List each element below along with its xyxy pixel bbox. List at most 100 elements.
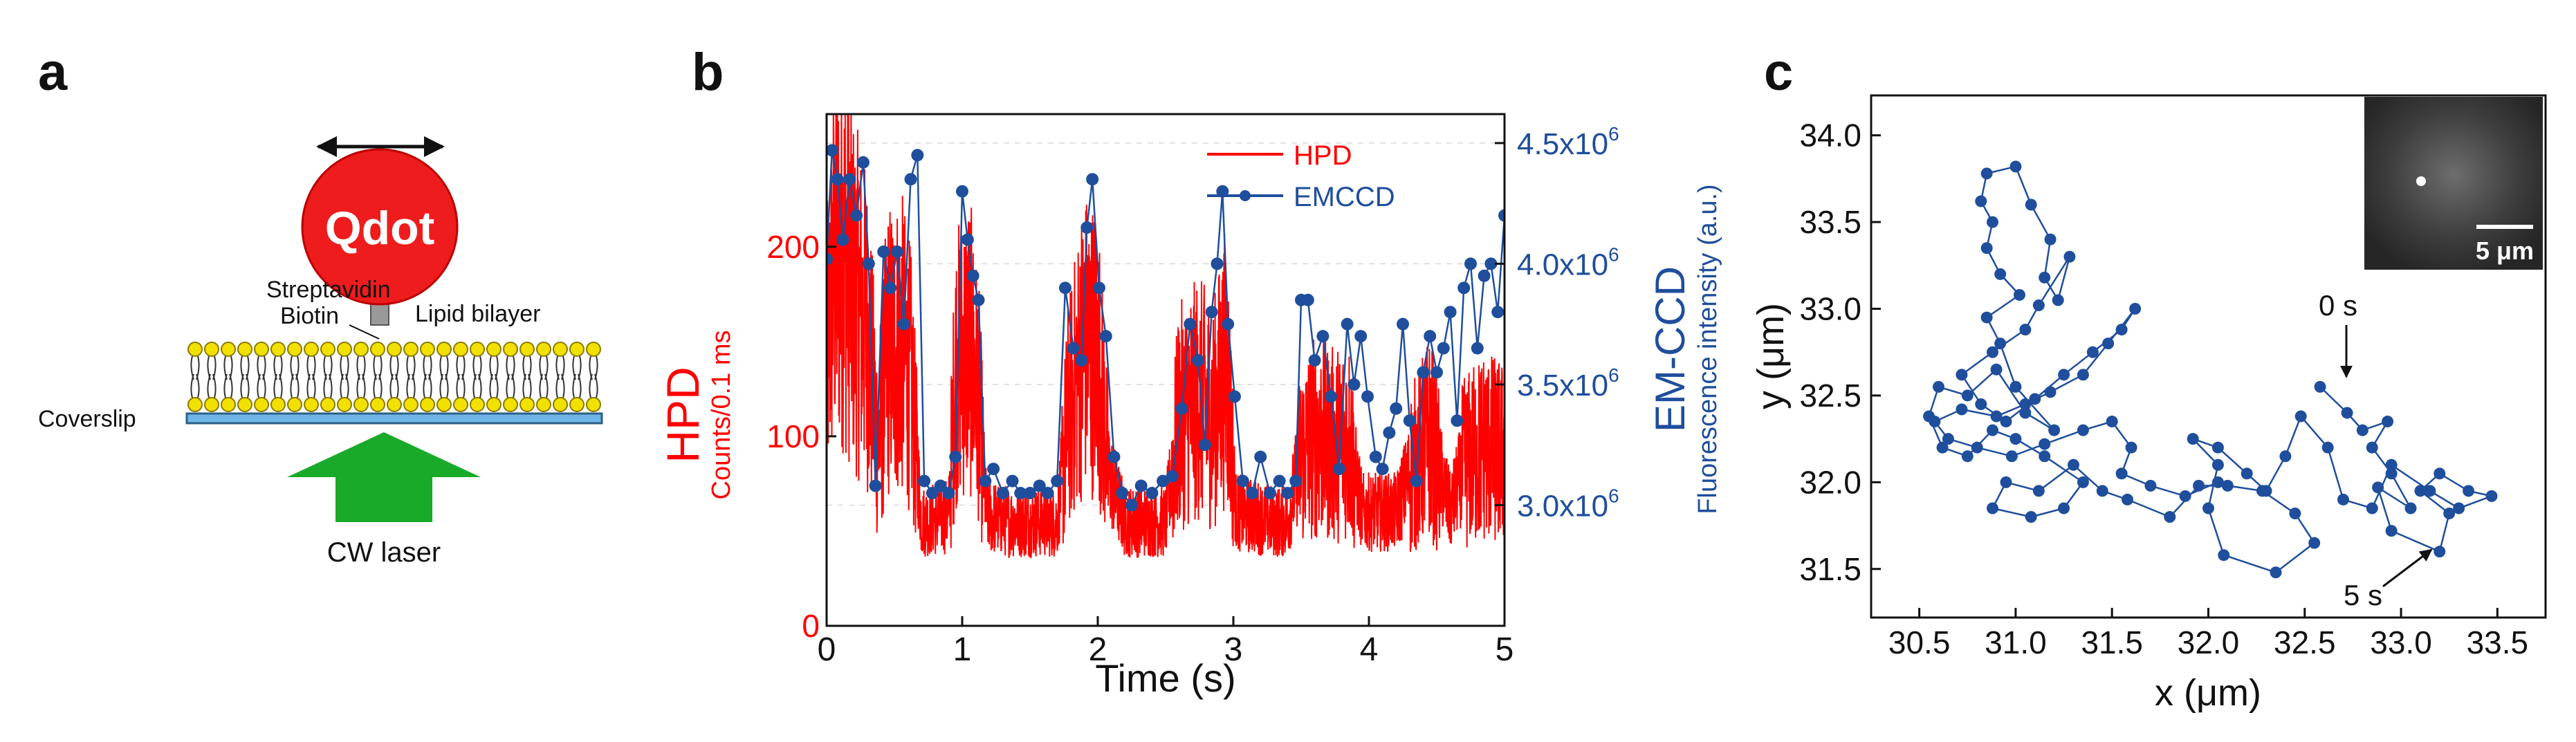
emccd-point [1075,354,1088,367]
emccd-point [843,173,856,186]
lipid-head-top [304,342,319,357]
x-tick-label: 1 [953,631,972,668]
lipid-head-top [453,342,468,357]
lipid-head-top [503,342,518,357]
trajectory-point [2077,476,2089,488]
emccd-point [1451,414,1464,427]
emccd-point [1041,487,1054,500]
y-right-tick-label: 3.5x106 [1517,364,1619,402]
trajectory-point [2202,502,2214,514]
coverslip [185,412,603,425]
trajectory-point [2029,393,2041,405]
emccd-point [827,252,833,266]
x-tick-label: 4 [1360,631,1379,668]
trajectory-point [1942,433,1954,445]
emccd-point [1478,269,1491,282]
lipid-head-top [403,342,418,357]
emccd-point [1383,426,1396,439]
lipid-tails [306,355,316,398]
emccd-series [827,144,1505,512]
trajectory-point [2443,508,2456,520]
emccd-point [831,173,844,186]
emccd-point [856,156,870,169]
trajectory-point [2308,537,2321,549]
emccd-point [1246,487,1259,500]
lipid-tails [223,355,233,398]
trajectory-point [2424,485,2436,497]
emccd-point [1014,487,1027,500]
lipid-head-bottom [320,397,335,412]
trajectory-point [2000,476,2012,488]
emccd-point [1410,474,1423,488]
emccd-point [1289,474,1303,488]
trajectory-point [2385,525,2398,537]
emccd-point [1308,354,1321,367]
y-tick-label: 33.0 [1799,291,1861,327]
trajectory-point [2058,502,2070,514]
trajectory-point [2014,288,2025,301]
panel-b: b 0 1 2 3 4 5 0 100 200 3.0x106 3.5x106 4.0x106 4.5x… [657,43,1722,700]
emccd-point [1107,450,1121,463]
emccd-point [869,479,882,492]
trajectory-point [2122,493,2133,506]
lipid-head-bottom [270,397,286,412]
emccd-point [996,487,1009,500]
trajectory-point [2463,485,2475,497]
lipid-tails [190,355,200,398]
lipid-head-bottom [370,397,385,412]
trajectory-point [2058,369,2070,381]
emccd-point [972,293,985,306]
trajectory-point [2102,337,2115,350]
panel-b-ticks: 0 1 2 3 4 5 0 100 200 3.0x106 3.5x106 4.0x106 4.5x10… [766,123,1619,668]
emccd-point [836,233,849,246]
lipid-tails [456,355,466,398]
emccd-point [1444,306,1457,319]
x-tick-label: 30.5 [1888,624,1951,660]
emccd-point [1491,306,1505,319]
trajectory-point [2164,511,2176,523]
emccd-point [911,149,924,162]
trajectory-point [2048,424,2061,436]
lipid-head-bottom [586,397,601,412]
trajectory-point [2256,485,2268,497]
lipid-head-bottom [287,397,302,412]
trajectory-point [2356,424,2368,436]
trajectory-point [1975,195,1987,207]
y-right-tick-label: 4.5x106 [1517,123,1619,161]
x-tick-label: 31.5 [2081,624,2143,660]
trajectory-point [2019,398,2032,410]
trajectory-point [2077,369,2089,381]
lipid-bilayer [187,342,601,412]
trajectory-point [2000,416,2012,428]
trajectory-point [2106,416,2118,428]
trajectory-point [2032,299,2045,312]
trajectory-point [1961,389,1974,402]
lipid-tails [323,355,333,398]
lipid-head-top [486,342,502,357]
hpd-trace [827,114,1505,559]
x-tick-label: 32.0 [2178,624,2240,660]
emccd-point [1067,342,1080,355]
emccd-point [1205,306,1218,319]
y-right-tick-label: 4.0x106 [1517,243,1619,281]
lipid-tails [356,355,366,398]
lipid-tails [389,355,399,398]
hpd-series [827,114,1505,559]
lipid-head-top [353,342,369,357]
trajectory-point [2434,546,2446,558]
emccd-point [961,233,974,246]
x-tick-label: 3 [1224,631,1243,668]
emccd-point [1092,281,1105,295]
emccd-point [1146,487,1159,500]
emccd-point [1222,317,1235,331]
trajectory-point [2019,324,2032,336]
lipid-head-bottom [387,397,402,412]
emccd-point [1273,474,1286,488]
lipid-head-bottom [420,397,435,412]
panel-b-y-left-main: HPD [657,367,708,463]
emccd-point [1134,479,1148,492]
trajectory-point [2063,250,2076,263]
emccd-point [1471,342,1484,355]
trajectory-point [2241,467,2253,480]
